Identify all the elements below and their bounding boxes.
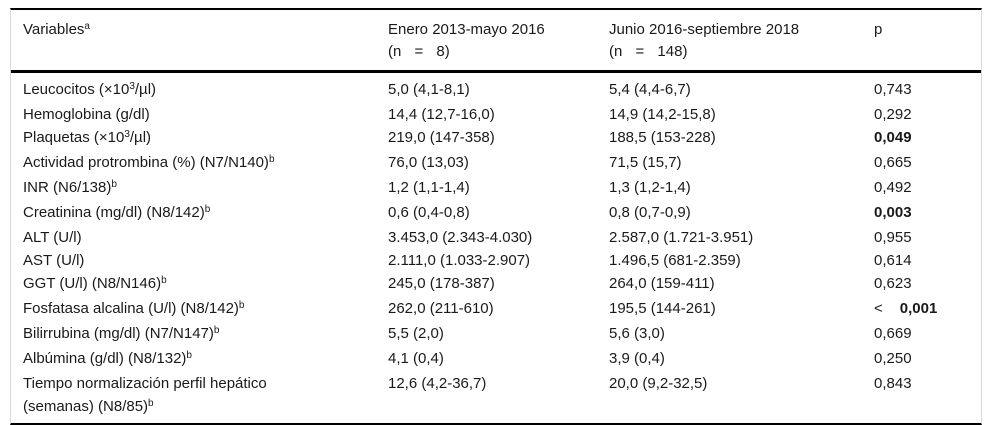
period2-value-cell: 14,9 (14,2-15,8): [609, 106, 716, 123]
table-body: Leucocitos (×103/µl) 5,0 (4,1-8,1) 5,4 (4,…: [11, 73, 981, 423]
table-row: Plaquetas (×103/µl) 219,0 (147-358) 188,5 …: [23, 126, 981, 151]
p-value: 0,001: [899, 300, 938, 317]
period2-value-cell: 264,0 (159-411): [609, 275, 715, 292]
table-row: AST (U/l) 2.111,0 (1.033-2.907) 1.496,5 (6…: [23, 249, 981, 272]
p-value-cell: 0,955: [874, 226, 981, 249]
period1-value-cell: 76,0 (13,03): [388, 154, 469, 171]
variable-cell: Actividad protrombina (%) (N7/N140)b: [23, 154, 275, 171]
period1-value-cell: 245,0 (178-387): [388, 275, 495, 292]
p-value: 0,049: [874, 129, 912, 146]
p-value-cell: 0,623: [874, 272, 981, 297]
header-period2-title: Junio 2016-septiembre 2018: [609, 21, 800, 38]
p-value-cell: 0,743: [874, 78, 981, 103]
header-period2-n: (n = 148): [609, 43, 688, 60]
period2-value-cell: 1,3 (1,2-1,4): [609, 179, 691, 196]
header-variables: Variablesa: [23, 21, 90, 38]
period2-value-cell: 71,5 (15,7): [609, 154, 682, 171]
period1-value-cell: 0,6 (0,4-0,8): [388, 204, 470, 221]
variable-cell: ALT (U/l): [23, 229, 82, 246]
variable-cell: INR (N6/138)b: [23, 179, 117, 196]
period2-value-cell: 1.496,5 (681-2.359): [609, 252, 741, 269]
p-value-cell: 0,003: [874, 201, 981, 226]
table-row: Creatinina (mg/dl) (N8/142)b 0,6 (0,4-0,8…: [23, 201, 981, 226]
p-value-cell: 0,669: [874, 322, 981, 347]
table-row: Tiempo normalización perfil hepático (sem…: [23, 372, 981, 420]
table-row: Bilirrubina (mg/dl) (N7/N147)b 5,5 (2,0) 5…: [23, 322, 981, 347]
p-value: 0,492: [874, 179, 912, 196]
p-value-cell: 0,665: [874, 151, 981, 176]
variable-cell: Fosfatasa alcalina (U/l) (N8/142)b: [23, 300, 245, 317]
variable-cell: Albúmina (g/dl) (N8/132)b: [23, 350, 192, 367]
period1-value-cell: 14,4 (12,7-16,0): [388, 106, 495, 123]
variable-cell: Tiempo normalización perfil hepático (sem…: [23, 375, 267, 415]
header-p-value: p: [874, 21, 883, 38]
variable-cell: Bilirrubina (mg/dl) (N7/N147)b: [23, 325, 220, 342]
variable-cell: GGT (U/l) (N8/N146)b: [23, 275, 167, 292]
p-value: 0,003: [874, 204, 912, 221]
p-value: 0,250: [874, 350, 912, 367]
p-value: 0,669: [874, 325, 912, 342]
period1-value-cell: 1,2 (1,1-1,4): [388, 179, 470, 196]
p-value-cell: 0,292: [874, 103, 981, 126]
period1-value-cell: 3.453,0 (2.343-4.030): [388, 229, 533, 246]
period1-value-cell: 5,5 (2,0): [388, 325, 444, 342]
table-row: INR (N6/138)b 1,2 (1,1-1,4) 1,3 (1,2-1,4) 0…: [23, 176, 981, 201]
period2-value-cell: 188,5 (153-228): [609, 129, 716, 146]
variable-cell: AST (U/l): [23, 252, 85, 269]
header-period1-title: Enero 2013-mayo 2016: [388, 21, 545, 38]
period2-value-cell: 2.587,0 (1.721-3.951): [609, 229, 754, 246]
p-value: 0,614: [874, 252, 912, 269]
table-row: Hemoglobina (g/dl) 14,4 (12,7-16,0) 14,9 (…: [23, 103, 981, 126]
table-row: Actividad protrombina (%) (N7/N140)b 76,0…: [23, 151, 981, 176]
p-value: 0,955: [874, 229, 912, 246]
table-row: ALT (U/l) 3.453,0 (2.343-4.030) 2.587,0 (1…: [23, 226, 981, 249]
table-row: GGT (U/l) (N8/N146)b 245,0 (178-387) 264,0…: [23, 272, 981, 297]
period2-value-cell: 195,5 (144-261): [609, 300, 716, 317]
header-period2: Junio 2016-septiembre 2018 (n = 148): [609, 19, 874, 63]
p-value-cell: 0,250: [874, 347, 981, 372]
period2-value-cell: 5,4 (4,4-6,7): [609, 81, 691, 98]
p-value: 0,743: [874, 81, 912, 98]
table-row: Albúmina (g/dl) (N8/132)b 4,1 (0,4) 3,9 (0…: [23, 347, 981, 372]
p-value: 0,292: [874, 106, 912, 123]
period1-value-cell: 5,0 (4,1-8,1): [388, 81, 470, 98]
table-row: Leucocitos (×103/µl) 5,0 (4,1-8,1) 5,4 (4,…: [23, 78, 981, 103]
header-period1: Enero 2013-mayo 2016 (n = 8): [388, 19, 609, 63]
variable-cell: Leucocitos (×103/µl): [23, 81, 157, 98]
period2-value-cell: 5,6 (3,0): [609, 325, 665, 342]
variable-cell: Hemoglobina (g/dl): [23, 106, 150, 123]
clinical-variables-table: Variablesa Enero 2013-mayo 2016 (n = 8) …: [10, 8, 982, 425]
period1-value-cell: 2.111,0 (1.033-2.907): [388, 252, 531, 269]
period2-value-cell: 3,9 (0,4): [609, 350, 665, 367]
p-value-cell: 0,492: [874, 176, 981, 201]
period1-value-cell: 12,6 (4,2-36,7): [388, 375, 487, 392]
variable-cell: Plaquetas (×103/µl): [23, 129, 152, 146]
p-value: 0,665: [874, 154, 912, 171]
header-period1-n: (n = 8): [388, 43, 450, 60]
table-header: Variablesa Enero 2013-mayo 2016 (n = 8) …: [11, 10, 981, 73]
p-value: 0,623: [874, 275, 912, 292]
p-value-cell: <0,001: [874, 297, 981, 322]
p-less-than-sign: <: [874, 300, 883, 317]
table-row: Fosfatasa alcalina (U/l) (N8/142)b 262,0 …: [23, 297, 981, 322]
p-value: 0,843: [874, 375, 912, 392]
period1-value-cell: 262,0 (211-610): [388, 300, 494, 317]
p-value-cell: 0,049: [874, 126, 981, 151]
period1-value-cell: 219,0 (147-358): [388, 129, 495, 146]
variable-cell: Creatinina (mg/dl) (N8/142)b: [23, 204, 211, 221]
p-value-cell: 0,614: [874, 249, 981, 272]
period2-value-cell: 20,0 (9,2-32,5): [609, 375, 708, 392]
period2-value-cell: 0,8 (0,7-0,9): [609, 204, 691, 221]
period1-value-cell: 4,1 (0,4): [388, 350, 444, 367]
p-value-cell: 0,843: [874, 372, 981, 420]
